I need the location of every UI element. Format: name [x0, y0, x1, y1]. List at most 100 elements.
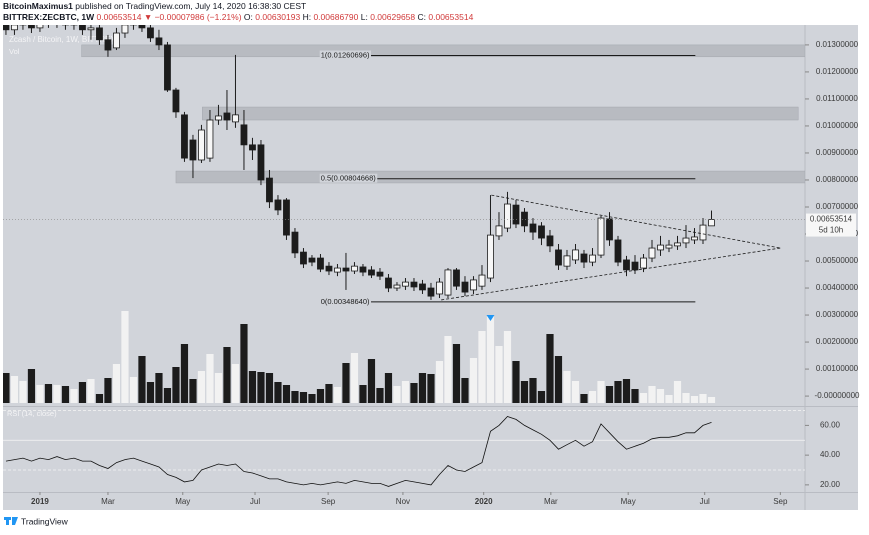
chart-background: [3, 25, 858, 510]
candle-body: [453, 269, 460, 287]
candle-body: [164, 44, 171, 91]
volume-bar: [546, 334, 554, 403]
volume-bar: [308, 394, 316, 403]
volume-bar: [554, 356, 563, 403]
ohlc-key: L:: [361, 12, 368, 22]
candle-body: [563, 255, 571, 267]
volume-bar: [393, 386, 401, 403]
fib-label-bg: [319, 296, 372, 306]
candle-body: [28, 25, 35, 29]
candle-body: [589, 254, 596, 263]
volume-bar: [376, 388, 384, 403]
volume-bar: [427, 374, 435, 403]
candle-body: [699, 224, 707, 241]
rsi-title: RSI (14, close): [7, 409, 57, 418]
volume-bar: [104, 378, 112, 403]
volume-bar: [206, 354, 214, 403]
brand: TradingView: [21, 516, 69, 526]
volume-bar: [452, 344, 461, 403]
volume-bar: [665, 395, 673, 403]
candle-body: [351, 265, 358, 272]
volume-bar: [248, 371, 257, 403]
candle-body: [300, 251, 307, 265]
rsi-tick-label: 20.00: [820, 480, 841, 489]
candle-body: [240, 124, 248, 146]
volume-bar: [172, 367, 180, 403]
volume-bar: [129, 377, 138, 403]
volume-bar: [469, 358, 478, 403]
trendline: [491, 194, 781, 249]
volume-bar: [291, 391, 299, 403]
fib-label: 1(0.01260696): [321, 51, 370, 60]
candle-body: [470, 279, 477, 291]
candle-body: [138, 25, 146, 29]
volume-bar: [537, 391, 546, 403]
volume-bar: [36, 385, 44, 403]
candle-body: [461, 281, 469, 293]
volume-bar: [605, 386, 614, 403]
volume-bar: [563, 371, 571, 403]
brand-logo: [4, 517, 18, 525]
volume-bar: [146, 382, 155, 403]
volume-bar: [529, 378, 537, 403]
volume-bar: [121, 311, 129, 403]
ohlc-key: C:: [418, 12, 427, 22]
ohlc-value: 0.00629658: [370, 12, 415, 22]
candle-body: [215, 115, 222, 121]
volume-bar: [571, 381, 580, 403]
countdown: 5d 10h: [819, 226, 843, 235]
volume-bar: [282, 385, 291, 403]
volume-bar: [673, 381, 682, 403]
x-tick-label: Jul: [700, 497, 710, 506]
candle-body: [478, 274, 486, 287]
candle-body: [419, 283, 426, 291]
rsi-tick-label: 60.00: [820, 421, 841, 430]
candle-body: [402, 281, 409, 287]
y-tick-label: 0.00500000: [816, 256, 859, 265]
volume-bar: [418, 373, 427, 403]
candle-body: [495, 225, 503, 237]
ohlc-key: H:: [303, 12, 312, 22]
volume-bar: [656, 389, 665, 403]
candle-body: [580, 253, 588, 263]
volume-bar: [78, 382, 87, 403]
signal-marker: [486, 315, 495, 321]
volume-bar: [639, 393, 648, 403]
volume-bar: [512, 361, 520, 403]
candle-body: [368, 269, 375, 276]
candle-body: [640, 257, 647, 269]
candle-body: [96, 27, 103, 41]
candle-body: [665, 244, 673, 249]
volume-bar: [299, 392, 308, 403]
candle-body: [631, 261, 639, 271]
volume-bar: [27, 369, 36, 403]
candle-body: [546, 235, 554, 247]
candle-body: [104, 39, 112, 51]
y-tick-label: 0.00100000: [816, 364, 859, 373]
candle-body: [223, 112, 231, 121]
volume-bar: [690, 396, 699, 403]
candle-body: [147, 27, 154, 39]
volume-bar: [197, 371, 206, 403]
candle-body: [11, 25, 18, 31]
candle-body: [393, 284, 401, 289]
candle-body: [87, 27, 95, 31]
candle-body: [291, 231, 299, 254]
candle-body: [487, 234, 494, 279]
candle-body: [512, 204, 520, 225]
y-tick-label: 0.00900000: [816, 148, 859, 157]
y-tick-label: -0.00000000: [815, 391, 860, 400]
candle-body: [334, 267, 341, 273]
x-tick-label: Nov: [396, 497, 410, 506]
candle-body: [504, 203, 511, 229]
candle-body: [232, 114, 239, 123]
volume-bar: [316, 389, 325, 403]
volume-bar: [274, 382, 282, 403]
candle-body: [70, 25, 78, 26]
volume-bar: [265, 373, 274, 403]
candle-body: [682, 237, 690, 244]
candle-body: [198, 129, 205, 161]
volume-bar: [189, 379, 197, 403]
volume-bar: [163, 388, 172, 403]
candle-body: [317, 257, 324, 270]
